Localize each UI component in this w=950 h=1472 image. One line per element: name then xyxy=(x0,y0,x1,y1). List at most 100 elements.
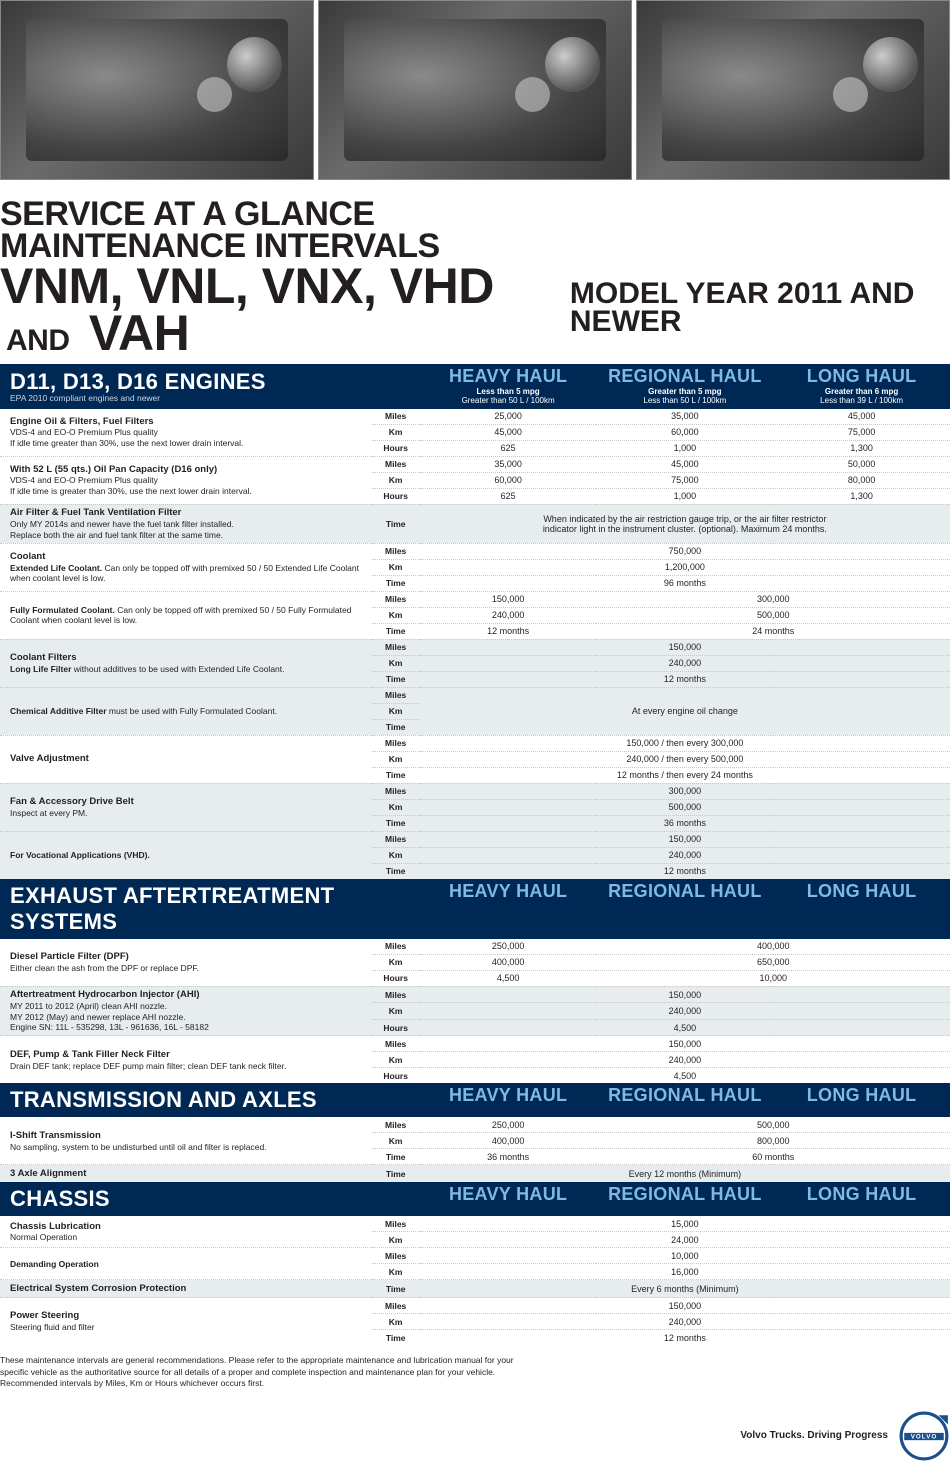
unit-miles: Miles xyxy=(372,735,420,751)
row-fan-miles: Fan & Accessory Drive Belt Inspect at ev… xyxy=(0,783,950,799)
val: 24,000 xyxy=(420,1232,950,1248)
unit-hours: Hours xyxy=(372,1068,420,1084)
val: 800,000 xyxy=(596,1133,950,1149)
ahi-note1: MY 2011 to 2012 (April) clean AHI nozzle… xyxy=(10,1001,362,1012)
coolfilt-note: Long Life Filter without additives to be… xyxy=(10,664,362,675)
chassis-title: Chassis Lubrication xyxy=(10,1221,101,1232)
engine-image-2 xyxy=(318,0,632,180)
coolfilt-desc: Coolant Filters Long Life Filter without… xyxy=(0,639,372,687)
steer-desc: Power Steering Steering fluid and filter xyxy=(0,1298,372,1346)
unit-time: Time xyxy=(372,767,420,783)
hero-engine-images xyxy=(0,0,950,180)
section-trans-header: TRANSMISSION AND AXLES HEAVY HAUL REGION… xyxy=(0,1083,950,1117)
val: 12 months xyxy=(420,623,597,639)
row-ishift-miles: I-Shift Transmission No sampling, system… xyxy=(0,1117,950,1133)
col-long-haul: LONG HAUL xyxy=(773,879,950,939)
unit-time: Time xyxy=(372,671,420,687)
ahi-note2: MY 2012 (May) and newer replace AHI nozz… xyxy=(10,1012,362,1023)
unit-time: Time xyxy=(372,1149,420,1165)
ahi-title: Aftertreatment Hydrocarbon Injector (AHI… xyxy=(10,989,200,1000)
val: 150,000 xyxy=(420,1036,950,1052)
row-ffc-miles: Fully Formulated Coolant. Can only be to… xyxy=(0,591,950,607)
val: 500,000 xyxy=(420,799,950,815)
val: 24 months xyxy=(596,623,950,639)
val: 1,000 xyxy=(596,488,773,504)
val: 1,300 xyxy=(773,440,950,456)
col-heavy-haul: HEAVY HAUL xyxy=(420,879,597,939)
val: 50,000 xyxy=(773,456,950,472)
val: 15,000 xyxy=(420,1216,950,1232)
chassis-desc: Chassis Lubrication Normal Operation xyxy=(0,1216,372,1248)
val: 12 months xyxy=(420,671,950,687)
val: 240,000 xyxy=(420,607,597,623)
row-air-filter: Air Filter & Fuel Tank Ventilation Filte… xyxy=(0,504,950,543)
col-heavy-haul: HEAVY HAUL Less than 5 mpg Greater than … xyxy=(420,364,597,409)
heavy-haul-label: HEAVY HAUL xyxy=(449,366,567,386)
row-dpf-miles: Diesel Particle Filter (DPF) Either clea… xyxy=(0,939,950,955)
section3-title: TRANSMISSION AND AXLES xyxy=(0,1083,420,1117)
unit-miles: Miles xyxy=(372,456,420,472)
coolant-note-pre: Extended Life Coolant. xyxy=(10,563,102,573)
footer-text: Volvo Trucks. Driving Progress xyxy=(740,1430,888,1441)
unit-miles: Miles xyxy=(372,591,420,607)
valve-title: Valve Adjustment xyxy=(10,753,89,764)
unit-km: Km xyxy=(372,799,420,815)
section-engines-title: D11, D13, D16 ENGINES EPA 2010 compliant… xyxy=(0,364,420,409)
col-heavy-haul: HEAVY HAUL xyxy=(420,1083,597,1117)
val: 75,000 xyxy=(596,472,773,488)
unit-km: Km xyxy=(372,954,420,970)
col-regional-haul: REGIONAL HAUL xyxy=(596,1182,773,1216)
unit-hours: Hours xyxy=(372,488,420,504)
oilpan-title: With 52 L (55 qts.) Oil Pan Capacity (D1… xyxy=(10,464,217,475)
heavy-haul-sub2: Greater than 50 L / 100km xyxy=(426,396,591,405)
steer-title: Power Steering xyxy=(10,1310,79,1321)
chassis-note: Normal Operation xyxy=(10,1232,362,1243)
engine-oil-desc: Engine Oil & Filters, Fuel Filters VDS-4… xyxy=(0,409,372,457)
val: 1,200,000 xyxy=(420,559,950,575)
val: 16,000 xyxy=(420,1264,950,1280)
coolant-title: Coolant xyxy=(10,551,45,562)
ishift-title: I-Shift Transmission xyxy=(10,1130,101,1141)
row-valve-miles: Valve Adjustment Miles 150,000 / then ev… xyxy=(0,735,950,751)
val: 400,000 xyxy=(420,1133,597,1149)
footer: Volvo Trucks. Driving Progress VOLVO xyxy=(0,1390,950,1472)
chemadd-desc: Chemical Additive Filter must be used wi… xyxy=(0,687,372,735)
val: 500,000 xyxy=(596,607,950,623)
row-voc-miles: For Vocational Applications (VHD). Miles… xyxy=(0,831,950,847)
unit-km: Km xyxy=(372,655,420,671)
val: 150,000 xyxy=(420,1298,950,1314)
unit-time: Time xyxy=(372,1330,420,1346)
val: 650,000 xyxy=(596,954,950,970)
dpf-title: Diesel Particle Filter (DPF) xyxy=(10,951,129,962)
maintenance-table: D11, D13, D16 ENGINES EPA 2010 compliant… xyxy=(0,364,950,1346)
unit-km: Km xyxy=(372,424,420,440)
unit-hours: Hours xyxy=(372,1019,420,1036)
heavy-haul-sub1: Less than 5 mpg xyxy=(426,387,591,396)
val: 625 xyxy=(420,440,597,456)
section1-title: D11, D13, D16 ENGINES xyxy=(10,369,266,394)
row-coolant-miles: Coolant Extended Life Coolant. Can only … xyxy=(0,543,950,559)
oilpan-note1: VDS-4 and EO-O Premium Plus quality xyxy=(10,475,362,486)
long-haul-sub1: Greater than 6 mpg xyxy=(779,387,944,396)
regional-haul-label: REGIONAL HAUL xyxy=(608,366,762,386)
demanding-desc: Demanding Operation xyxy=(0,1248,372,1280)
unit-hours: Hours xyxy=(372,440,420,456)
col-regional-haul: REGIONAL HAUL xyxy=(596,1083,773,1117)
air-filter-msg1: When indicated by the air restriction ga… xyxy=(543,514,826,524)
dpf-note: Either clean the ash from the DPF or rep… xyxy=(10,963,362,974)
val: 60 months xyxy=(596,1149,950,1165)
title-block: SERVICE AT A GLANCE MAINTENANCE INTERVAL… xyxy=(0,180,950,364)
val: 45,000 xyxy=(596,456,773,472)
unit-miles: Miles xyxy=(372,1298,420,1314)
val: 400,000 xyxy=(596,939,950,955)
unit-time: Time xyxy=(372,623,420,639)
val: 240,000 xyxy=(420,655,950,671)
val: 35,000 xyxy=(596,409,773,425)
ffc-note-pre: Fully Formulated Coolant. xyxy=(10,605,115,615)
ahi-desc: Aftertreatment Hydrocarbon Injector (AHI… xyxy=(0,986,372,1036)
val: 1,000 xyxy=(596,440,773,456)
val: 10,000 xyxy=(596,970,950,986)
unit-time: Time xyxy=(372,1165,420,1182)
unit-time: Time xyxy=(372,719,420,735)
title-model-year: MODEL YEAR 2011 AND NEWER xyxy=(570,280,950,337)
